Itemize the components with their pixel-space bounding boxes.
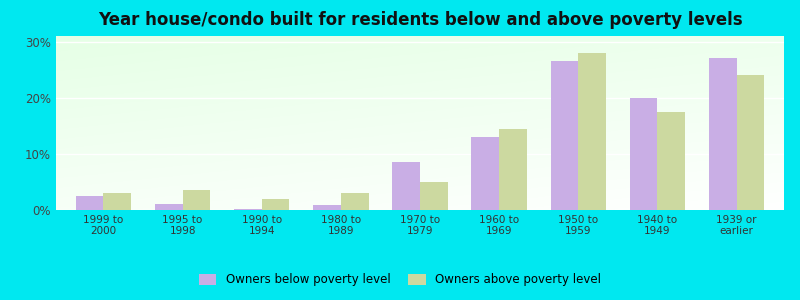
Bar [499, 129, 527, 210]
Bar [550, 61, 578, 210]
Bar [103, 193, 131, 210]
Bar [341, 193, 369, 210]
Legend: Owners below poverty level, Owners above poverty level: Owners below poverty level, Owners above… [194, 269, 606, 291]
Title: Year house/condo built for residents below and above poverty levels: Year house/condo built for residents bel… [98, 11, 742, 29]
Bar [313, 205, 341, 210]
Bar [737, 75, 764, 210]
Bar [262, 199, 290, 210]
Bar [630, 98, 658, 210]
Bar [709, 58, 737, 210]
Bar [578, 53, 606, 210]
Bar [658, 112, 685, 210]
Bar [392, 162, 420, 210]
Bar [471, 137, 499, 210]
Bar [155, 204, 182, 210]
Bar [182, 190, 210, 210]
Bar [420, 182, 448, 210]
Bar [76, 196, 103, 210]
Bar [234, 209, 262, 210]
